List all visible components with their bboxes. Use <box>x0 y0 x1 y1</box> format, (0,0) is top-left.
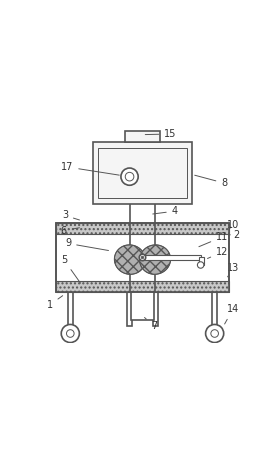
Circle shape <box>121 168 138 185</box>
Bar <box>93 142 192 204</box>
Bar <box>68 292 73 326</box>
Text: 17: 17 <box>61 162 119 175</box>
Bar <box>153 292 158 326</box>
Circle shape <box>139 254 146 261</box>
Text: 6: 6 <box>61 226 80 235</box>
Bar <box>125 132 160 142</box>
Text: 8: 8 <box>195 175 227 188</box>
Text: 14: 14 <box>225 304 239 324</box>
Bar <box>131 292 154 320</box>
Text: 15: 15 <box>145 129 177 139</box>
Text: 10: 10 <box>227 220 239 230</box>
Polygon shape <box>115 245 145 274</box>
Text: 13: 13 <box>227 263 239 277</box>
Text: 3: 3 <box>62 211 80 220</box>
Text: 7: 7 <box>145 318 157 332</box>
Text: 4: 4 <box>153 206 178 216</box>
Bar <box>56 223 229 292</box>
Circle shape <box>141 256 144 259</box>
Bar <box>143 255 201 260</box>
Circle shape <box>61 325 79 343</box>
Bar <box>127 292 132 326</box>
Bar <box>199 258 204 265</box>
Bar <box>56 281 229 292</box>
Text: 12: 12 <box>207 247 229 259</box>
Text: 9: 9 <box>65 239 108 251</box>
Circle shape <box>197 262 204 268</box>
Text: 1: 1 <box>47 296 63 310</box>
Bar <box>56 223 229 292</box>
Text: 2: 2 <box>230 230 239 240</box>
Text: 11: 11 <box>199 232 228 247</box>
Bar <box>212 292 217 326</box>
Bar <box>56 223 229 234</box>
Bar <box>98 147 187 198</box>
Text: 5: 5 <box>61 255 81 283</box>
Circle shape <box>206 325 224 343</box>
Polygon shape <box>140 245 170 274</box>
